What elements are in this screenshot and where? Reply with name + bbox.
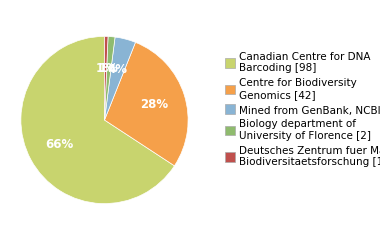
Legend: Canadian Centre for DNA
Barcoding [98], Centre for Biodiversity
Genomics [42], M: Canadian Centre for DNA Barcoding [98], … [225, 52, 380, 167]
Text: 1%: 1% [99, 62, 119, 75]
Text: 1%: 1% [96, 62, 116, 75]
Text: 66%: 66% [45, 138, 73, 151]
Wedge shape [21, 36, 174, 204]
Wedge shape [105, 42, 188, 166]
Wedge shape [105, 36, 115, 120]
Text: 28%: 28% [140, 98, 168, 111]
Wedge shape [105, 36, 108, 120]
Text: 4%: 4% [108, 63, 127, 76]
Wedge shape [105, 37, 136, 120]
